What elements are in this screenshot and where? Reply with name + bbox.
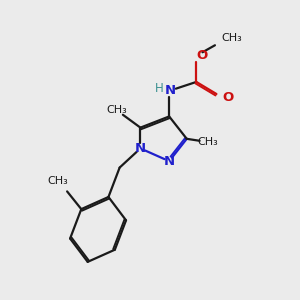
Text: O: O xyxy=(222,91,233,104)
Text: N: N xyxy=(165,84,176,98)
Text: CH₃: CH₃ xyxy=(197,137,218,147)
Text: N: N xyxy=(135,142,146,155)
Text: CH₃: CH₃ xyxy=(106,105,127,115)
Text: O: O xyxy=(196,49,208,62)
Text: H: H xyxy=(155,82,164,95)
Text: CH₃: CH₃ xyxy=(47,176,68,186)
Text: N: N xyxy=(164,155,175,168)
Text: CH₃: CH₃ xyxy=(222,32,242,43)
